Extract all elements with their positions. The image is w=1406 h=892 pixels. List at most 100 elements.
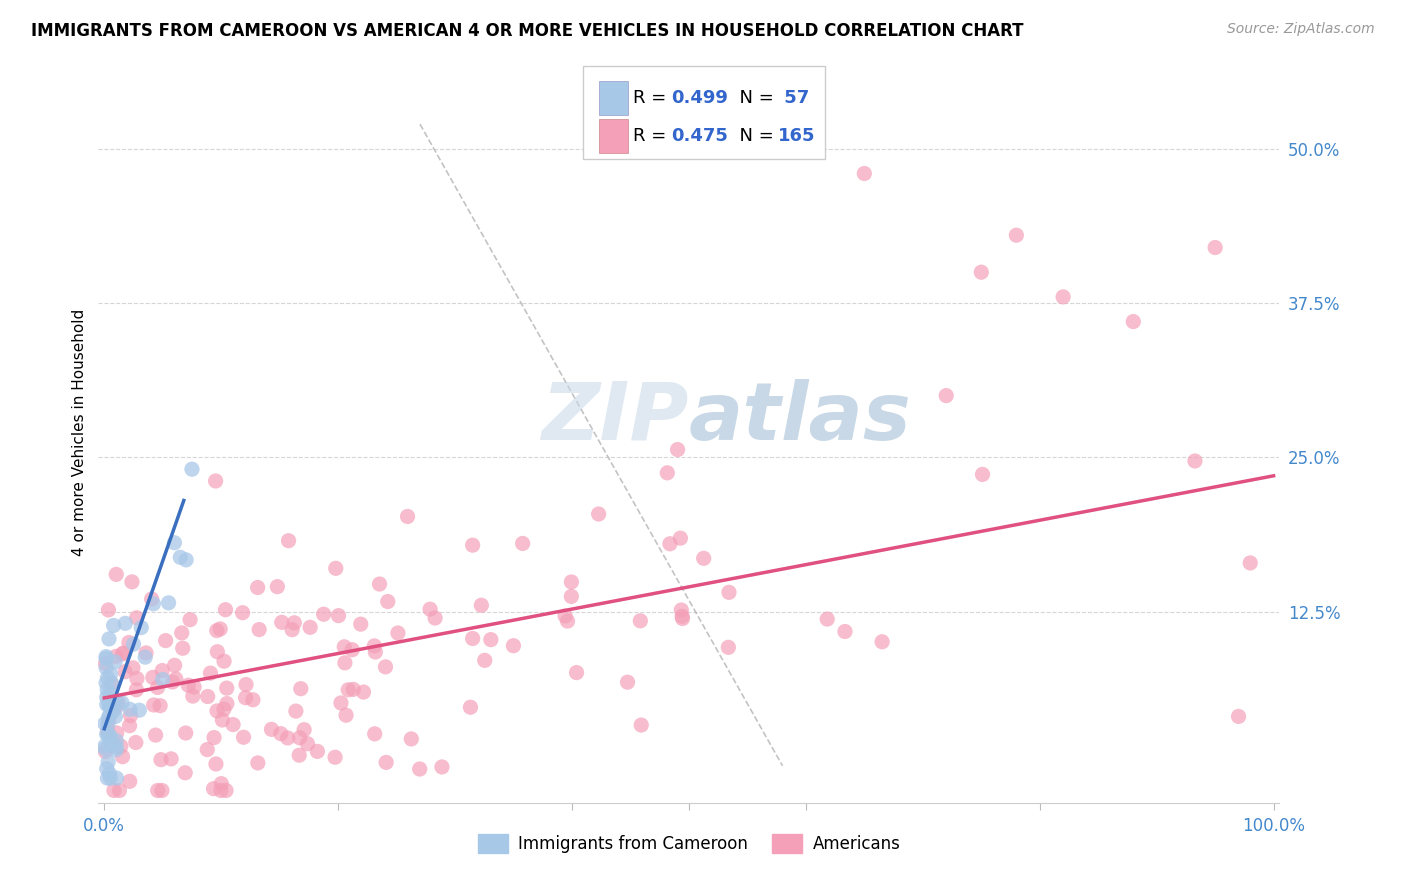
Point bbox=[209, 622, 232, 636]
Point bbox=[200, 666, 222, 681]
Point bbox=[212, 702, 235, 716]
Point bbox=[557, 614, 579, 628]
Point bbox=[260, 723, 283, 737]
Point bbox=[235, 690, 257, 705]
Point bbox=[98, 728, 121, 742]
Point bbox=[211, 713, 233, 727]
Text: N =: N = bbox=[728, 89, 779, 107]
Point bbox=[666, 442, 689, 457]
FancyBboxPatch shape bbox=[599, 120, 627, 153]
FancyBboxPatch shape bbox=[599, 81, 627, 115]
Point bbox=[98, 730, 121, 744]
Point bbox=[297, 737, 319, 751]
Point bbox=[212, 654, 235, 668]
Point bbox=[853, 166, 876, 180]
Point bbox=[246, 581, 269, 595]
Point bbox=[560, 574, 582, 589]
Point bbox=[114, 665, 136, 679]
Point bbox=[174, 726, 197, 740]
Point bbox=[97, 697, 120, 711]
Point bbox=[160, 752, 183, 766]
Point bbox=[101, 737, 124, 751]
Point bbox=[125, 672, 148, 686]
Point bbox=[94, 742, 117, 756]
Point bbox=[972, 467, 994, 482]
Point bbox=[122, 637, 145, 651]
Point bbox=[134, 650, 156, 665]
Point bbox=[235, 677, 257, 691]
Point bbox=[340, 642, 363, 657]
Point bbox=[103, 704, 125, 718]
Point bbox=[307, 744, 329, 758]
Point bbox=[460, 700, 482, 714]
Point bbox=[588, 507, 610, 521]
Point bbox=[125, 611, 148, 625]
Point bbox=[103, 783, 125, 797]
Point bbox=[207, 645, 229, 659]
Point bbox=[97, 727, 120, 741]
Point bbox=[98, 698, 121, 712]
Y-axis label: 4 or more Vehicles in Household: 4 or more Vehicles in Household bbox=[72, 309, 87, 557]
Text: 0.499: 0.499 bbox=[671, 89, 728, 107]
Point bbox=[364, 645, 387, 659]
Point bbox=[98, 738, 121, 752]
Point bbox=[329, 696, 352, 710]
Point bbox=[104, 649, 127, 664]
Point bbox=[105, 696, 128, 710]
Point bbox=[277, 731, 299, 745]
Point bbox=[209, 783, 232, 797]
Text: atlas: atlas bbox=[689, 379, 911, 457]
Point bbox=[409, 762, 432, 776]
Text: 165: 165 bbox=[778, 128, 815, 145]
Point bbox=[299, 620, 322, 634]
Point bbox=[94, 676, 117, 690]
Point bbox=[100, 771, 122, 785]
Point bbox=[281, 623, 304, 637]
Point bbox=[350, 617, 373, 632]
Point bbox=[125, 735, 148, 749]
Point bbox=[94, 745, 117, 759]
Point bbox=[368, 577, 391, 591]
Point bbox=[377, 594, 399, 608]
Point bbox=[100, 667, 122, 681]
Point bbox=[1122, 314, 1144, 328]
Point bbox=[671, 609, 693, 624]
Point bbox=[105, 740, 128, 755]
Point bbox=[149, 698, 172, 713]
Point bbox=[146, 783, 169, 797]
Point bbox=[97, 717, 120, 731]
Point bbox=[290, 681, 312, 696]
Point bbox=[375, 756, 398, 770]
Point bbox=[100, 699, 122, 714]
Point bbox=[1052, 290, 1074, 304]
Point bbox=[565, 665, 588, 680]
Point bbox=[96, 698, 118, 712]
Point bbox=[165, 672, 187, 686]
Point bbox=[104, 700, 127, 714]
Point bbox=[242, 693, 264, 707]
Point bbox=[108, 783, 131, 797]
Point bbox=[150, 753, 173, 767]
Point bbox=[107, 695, 129, 709]
Point bbox=[163, 658, 186, 673]
Point bbox=[98, 687, 121, 701]
Point bbox=[122, 661, 145, 675]
Point bbox=[105, 771, 128, 785]
Point bbox=[98, 708, 121, 723]
Point bbox=[128, 703, 150, 717]
Point bbox=[215, 783, 238, 797]
Point bbox=[183, 680, 205, 694]
Point bbox=[658, 537, 681, 551]
Point bbox=[232, 730, 254, 744]
Point bbox=[162, 675, 184, 690]
Point bbox=[96, 682, 118, 697]
Point bbox=[96, 771, 118, 785]
Point bbox=[105, 567, 128, 582]
Text: N =: N = bbox=[728, 128, 779, 145]
Point bbox=[205, 756, 228, 771]
Point bbox=[96, 671, 118, 685]
Point bbox=[120, 708, 142, 723]
Point bbox=[205, 704, 228, 718]
Point bbox=[364, 727, 387, 741]
Point bbox=[94, 651, 117, 665]
